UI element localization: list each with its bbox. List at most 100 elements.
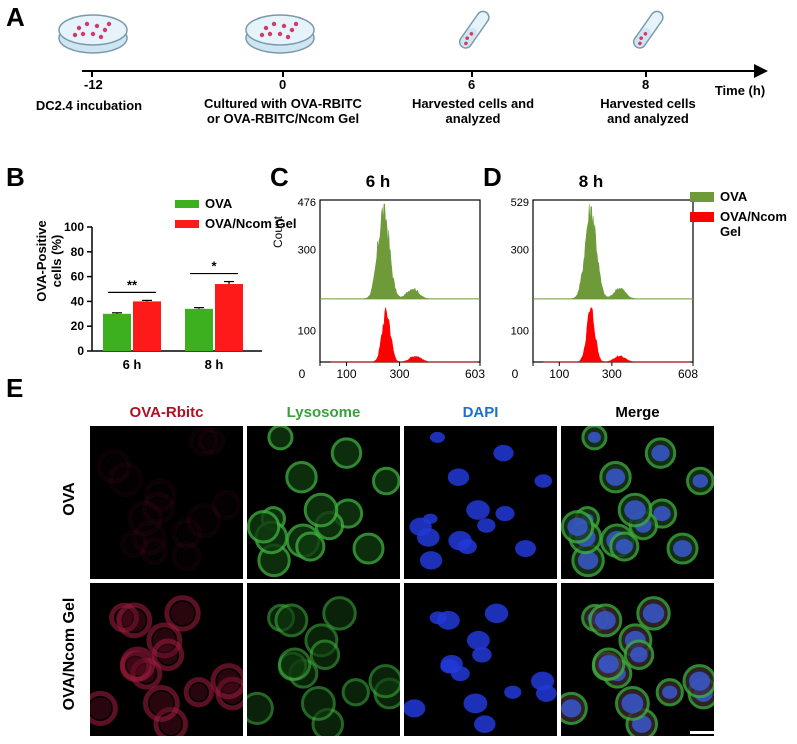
timeline-step-label: Harvested cells and analyzed	[600, 96, 696, 126]
y-tick-label: 300	[511, 244, 529, 256]
x-tick-label: 603.1	[465, 367, 485, 378]
histogram-title-8h: 8 h	[578, 172, 604, 191]
test-tube-icon	[632, 10, 664, 49]
x-tick-label: 8 h	[205, 357, 224, 372]
y-tick-label: 40	[71, 294, 85, 308]
cell	[278, 647, 312, 681]
x-tick-label: 6 h	[123, 357, 142, 372]
row-title-ova: OVA	[61, 482, 78, 516]
x-tick-label: 300	[602, 367, 622, 378]
timeline-tick-value: 0	[279, 77, 287, 92]
nucleus	[457, 538, 477, 555]
nucleus	[615, 538, 633, 555]
cell	[188, 426, 219, 457]
nucleus	[577, 551, 599, 570]
column-title-merge: Merge	[615, 404, 660, 421]
timeline-tick-value: 8	[642, 77, 650, 92]
micrograph-ncom-rbitc	[90, 583, 243, 736]
cell	[216, 669, 241, 693]
legend-swatch-ova-ncom	[175, 220, 199, 228]
cell	[295, 531, 326, 562]
cell	[140, 537, 169, 566]
nucleus	[534, 474, 553, 488]
cell	[103, 455, 125, 478]
nucleus	[662, 685, 678, 699]
x-tick-label: 0	[299, 367, 306, 378]
hist-legend-label-ova-ncom: OVA/Ncom Gel	[720, 209, 787, 239]
cell	[197, 427, 226, 455]
cell	[132, 520, 168, 556]
y-tick-label: 529	[511, 197, 529, 209]
y-tick-label: 20	[71, 319, 85, 333]
hist-legend-swatch-ova-ncom	[690, 212, 714, 222]
nucleus	[477, 518, 496, 533]
nucleus	[653, 505, 671, 522]
nucleus	[440, 654, 463, 674]
cell	[143, 478, 177, 512]
micrograph-ova-merge	[561, 426, 714, 579]
histogram-8h: 100 300 529 0 100 300 608.8	[511, 197, 698, 378]
timeline-tick	[645, 70, 647, 77]
petri-dish-icon	[58, 14, 128, 54]
column-title-dapi: DAPI	[462, 404, 499, 421]
micrograph-ova-lysosome	[247, 426, 400, 579]
histogram-ova-ncom	[330, 307, 478, 363]
cell	[120, 646, 156, 682]
cell	[164, 595, 201, 632]
test-tube-icon	[458, 10, 490, 49]
nucleus	[466, 500, 490, 520]
cell	[90, 690, 118, 726]
x-tick-label: 0	[512, 367, 519, 378]
cell	[170, 601, 195, 626]
legend-label-ova-ncom: OVA/Ncom Gel	[205, 216, 297, 231]
timeline-tick	[282, 70, 284, 77]
cell	[90, 697, 112, 720]
nucleus	[594, 610, 616, 630]
cell	[204, 433, 219, 449]
cell	[247, 510, 281, 544]
timeline-step-label: Cultured with OVA-RBITC or OVA-RBITC/Nco…	[204, 96, 362, 126]
cell	[114, 468, 137, 491]
cell	[126, 652, 149, 676]
bar	[133, 301, 161, 351]
panel-letter-a: A	[6, 2, 25, 32]
cell	[267, 426, 294, 451]
nucleus	[463, 693, 488, 714]
nucleus	[598, 654, 619, 674]
nucleus	[493, 444, 514, 462]
cell	[330, 437, 363, 469]
cell	[142, 684, 180, 722]
nucleus	[630, 646, 648, 663]
cell	[183, 677, 214, 708]
y-tick-label: 476	[298, 197, 316, 209]
cell	[372, 466, 400, 496]
nucleus	[530, 671, 555, 691]
petri-dish-icon	[245, 14, 315, 54]
nucleus	[642, 603, 665, 624]
micrograph-ova-dapi	[404, 426, 557, 579]
histogram-ova-ncom	[543, 307, 691, 363]
cell	[177, 547, 195, 565]
cell	[120, 529, 149, 559]
x-tick-label: 100	[337, 367, 357, 378]
cell	[146, 543, 162, 559]
nucleus	[409, 517, 432, 536]
y-tick-label: 100	[64, 220, 84, 234]
arrow-head-icon	[754, 64, 768, 78]
cell	[146, 622, 183, 659]
legend-label-ova: OVA	[205, 196, 233, 211]
cell	[142, 491, 176, 525]
significance-label: **	[127, 277, 138, 292]
bar-chart: 0 20 40 60 80 100 ** 6 h * 8 h	[64, 220, 262, 372]
nucleus	[419, 551, 443, 570]
cell	[322, 596, 357, 631]
cell	[158, 644, 178, 665]
timeline-axis	[82, 70, 758, 72]
cell	[210, 663, 243, 700]
nucleus	[495, 505, 515, 522]
nucleus	[605, 468, 626, 486]
row-title-ova-ncom: OVA/Ncom Gel	[61, 597, 78, 711]
timeline-tick-value: 6	[468, 77, 476, 92]
bar	[185, 308, 213, 351]
cell	[138, 526, 161, 549]
